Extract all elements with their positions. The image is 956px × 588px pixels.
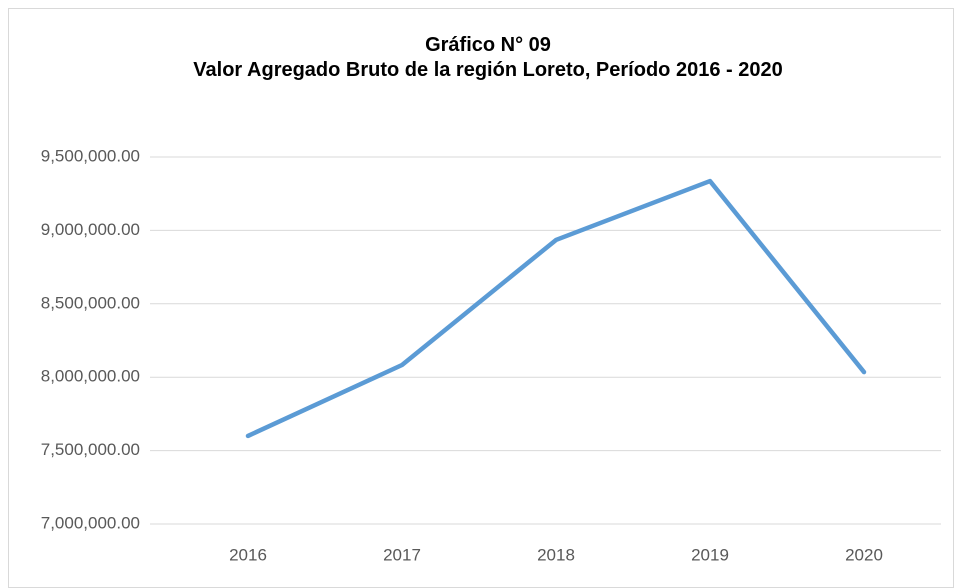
chart-title: Gráfico N° 09 [425,34,551,56]
y-tick-label: 7,000,000.00 [41,513,140,532]
data-line [245,178,867,439]
y-tick-label: 9,500,000.00 [41,146,140,165]
x-tick-label: 2020 [845,545,883,564]
y-tick-label: 7,500,000.00 [41,440,140,459]
chart-subtitle: Valor Agregado Bruto de la región Loreto… [193,59,783,81]
y-tick-label: 8,000,000.00 [41,367,140,386]
x-tick-label: 2018 [537,545,575,564]
x-tick-label: 2019 [691,545,729,564]
y-tick-label: 9,000,000.00 [41,220,140,239]
x-tick-label: 2016 [229,545,267,564]
y-tick-label: 8,500,000.00 [41,293,140,312]
x-tick-label: 2017 [383,545,421,564]
titles: Gráfico N° 09 Valor Agregado Bruto de la… [138,33,838,83]
